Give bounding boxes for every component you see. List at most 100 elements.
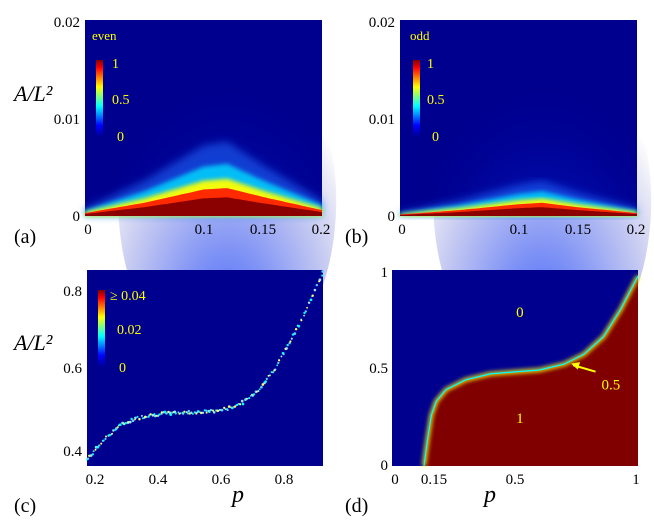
scatter-point xyxy=(96,445,100,449)
panel-c-xtick-3: 0.8 xyxy=(275,472,294,488)
panel-a-xtick-2: 0.15 xyxy=(250,222,276,238)
panel-d-ytick-2: 1 xyxy=(381,265,389,281)
scatter-point xyxy=(274,368,277,371)
panel-b-colorbar xyxy=(413,60,420,137)
panel-a-xtick-1: 0.1 xyxy=(195,222,214,238)
scatter-point xyxy=(104,435,108,438)
scatter-point xyxy=(268,374,271,377)
scatter-point xyxy=(124,422,127,425)
scatter-point xyxy=(118,423,122,427)
scatter-point xyxy=(240,399,244,403)
scatter-point xyxy=(201,411,205,415)
scatter-point xyxy=(227,405,231,408)
scatter-point xyxy=(91,453,94,456)
panel-b-colorbar-label-max: 1 xyxy=(427,57,434,72)
scatter-point xyxy=(155,414,158,417)
scatter-point xyxy=(297,324,301,328)
scatter-point xyxy=(98,444,101,447)
panel-d-xlabel: p xyxy=(482,482,496,508)
scatter-point xyxy=(169,413,173,416)
panel-a-label: (a) xyxy=(14,226,36,248)
panel-b-xtick-2: 0.15 xyxy=(565,222,591,238)
region-label-1: 1 xyxy=(516,411,524,427)
scatter-point xyxy=(246,397,249,400)
panel-a-xtick-3: 0.2 xyxy=(312,222,331,238)
scatter-point xyxy=(285,347,288,350)
scatter-point xyxy=(181,412,185,415)
scatter-point xyxy=(248,397,251,400)
scatter-point xyxy=(307,301,311,304)
panel-c-xlabel: p xyxy=(230,482,244,508)
panel-a-colorbar-label-min: 0 xyxy=(117,130,124,145)
panel-a-ytick-2: 0.02 xyxy=(54,15,80,31)
panel-d-ytick-0: 0 xyxy=(381,458,389,474)
scatter-point xyxy=(258,388,261,391)
scatter-point xyxy=(134,416,137,420)
scatter-point xyxy=(174,412,177,415)
scatter-point xyxy=(313,288,317,292)
scatter-point xyxy=(318,278,322,282)
panel-c-xtick-1: 0.4 xyxy=(149,472,168,488)
panel-c-xtick-0: 0.2 xyxy=(86,472,105,488)
scatter-point xyxy=(264,380,267,383)
scatter-point xyxy=(102,439,105,442)
scatter-point xyxy=(252,393,256,396)
scatter-point xyxy=(260,385,263,389)
region-label-0: 0 xyxy=(516,305,524,321)
scatter-point xyxy=(300,319,303,322)
panel-d-label: (d) xyxy=(345,495,368,517)
scatter-point xyxy=(211,409,215,412)
scatter-point xyxy=(140,414,143,417)
b-density-band-4 xyxy=(400,207,637,216)
panel-b-xtick-1: 0.1 xyxy=(510,222,529,238)
scatter-point xyxy=(236,403,239,407)
scatter-point xyxy=(94,448,97,451)
panel-b-xtick-3: 0.2 xyxy=(627,222,646,238)
scatter-point xyxy=(309,298,313,302)
scatter-point xyxy=(104,437,107,440)
scatter-point xyxy=(238,403,242,406)
panel-b-ytick-0: 0 xyxy=(388,209,396,225)
a-density-band-4 xyxy=(85,197,322,216)
scatter-point xyxy=(311,294,314,297)
scatter-point xyxy=(208,410,211,414)
scatter-point xyxy=(100,442,103,445)
scatter-point xyxy=(288,341,291,345)
panel-b-xtick-0: 0 xyxy=(398,222,406,238)
scatter-point xyxy=(86,457,90,460)
scatter-point xyxy=(216,409,220,413)
scatter-point xyxy=(131,419,135,422)
scatter-point xyxy=(293,332,297,335)
scatter-point xyxy=(158,413,161,416)
panel-d-ytick-1: 0.5 xyxy=(369,361,388,377)
scatter-point xyxy=(286,343,289,347)
scatter-point xyxy=(186,412,190,415)
panel-c-xtick-2: 0.6 xyxy=(212,472,231,488)
panel-d-xtick-0: 0 xyxy=(391,472,399,488)
scatter-point xyxy=(290,337,293,340)
scatter-point xyxy=(315,283,319,287)
annotation-arrow-head xyxy=(571,362,580,370)
scatter-point xyxy=(241,402,245,406)
scatter-point xyxy=(145,416,148,418)
scatter-point xyxy=(177,411,180,414)
scatter-point xyxy=(277,359,281,362)
scatter-point xyxy=(187,409,190,413)
panel-d-xtick-3: 1 xyxy=(632,472,640,488)
scatter-point xyxy=(280,355,283,358)
boundary-line xyxy=(423,275,639,467)
panel-b-ytick-2: 0.02 xyxy=(369,15,395,31)
panel-c-colorbar-label-mid: 0.02 xyxy=(117,323,142,338)
scatter-point xyxy=(112,429,115,432)
scatter-point xyxy=(289,340,292,343)
panel-c-ytick-2: 0.8 xyxy=(63,284,82,300)
scatter-point xyxy=(249,394,252,397)
panel-b-annotation: odd xyxy=(410,28,430,43)
scatter-point xyxy=(294,327,298,331)
scatter-point xyxy=(130,417,133,421)
scatter-point xyxy=(138,418,141,421)
panel-d-xtick-2: 0.5 xyxy=(506,472,525,488)
scatter-point xyxy=(193,411,196,414)
annotation-label: 0.5 xyxy=(602,378,621,394)
